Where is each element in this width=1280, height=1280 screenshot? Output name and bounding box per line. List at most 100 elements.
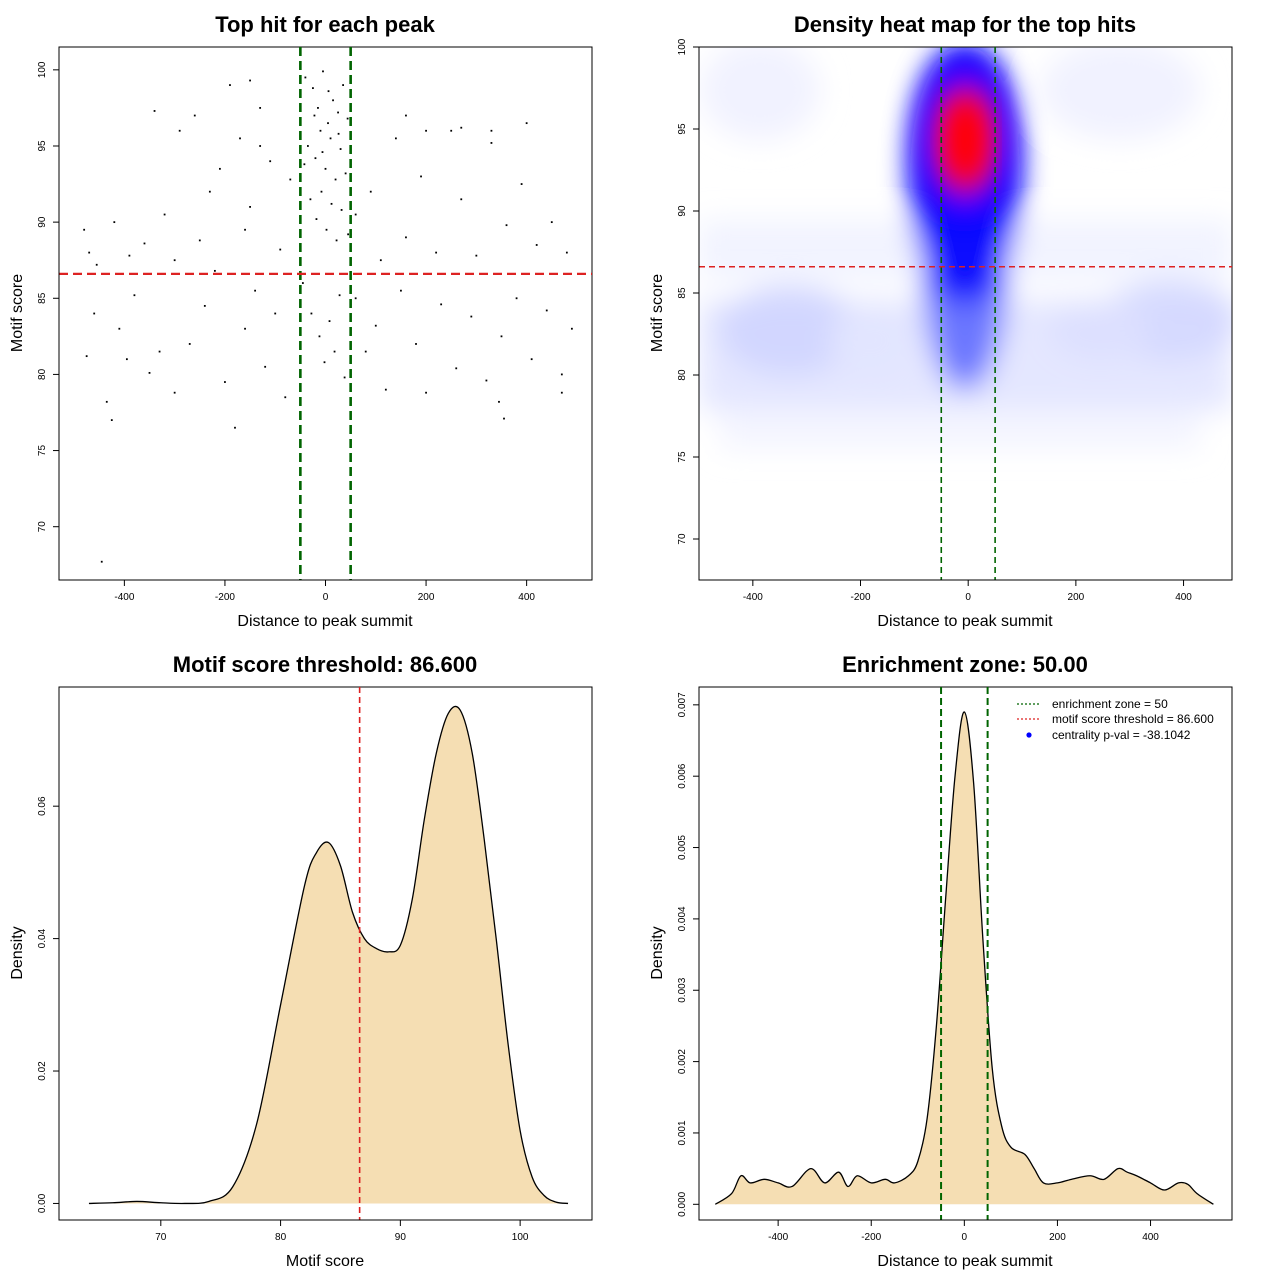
y-tick-label: 85 (677, 287, 688, 299)
scatter-point (100, 560, 103, 563)
scatter-point (335, 239, 338, 242)
scatter-point (425, 391, 427, 394)
scatter-point (530, 358, 533, 361)
scatter-point (319, 129, 322, 132)
scatter-point (320, 190, 323, 193)
scatter-point (322, 70, 324, 73)
scatter-point (400, 289, 402, 292)
scatter-point (384, 388, 387, 391)
scatter-point (327, 122, 329, 125)
legend-centrality-point (1026, 732, 1032, 738)
scatter-point (279, 248, 282, 251)
scatter-point (323, 361, 326, 364)
scatter-point (83, 228, 86, 231)
scatter-point (208, 190, 211, 193)
scatter-point (334, 178, 337, 181)
scatter-point (229, 84, 231, 86)
scatter-point (379, 259, 382, 262)
scatter-point (374, 324, 377, 327)
scatter-point (244, 327, 246, 330)
panel-scatter-title: Top hit for each peak (215, 12, 435, 37)
scatter-point (274, 312, 277, 315)
scatter-point (105, 400, 108, 403)
scatter-point (338, 294, 341, 297)
y-tick-label: 80 (677, 369, 688, 381)
scatter-point (259, 145, 262, 147)
scatter-point (560, 391, 563, 394)
panel-scatter-xlabel: Distance to peak summit (237, 613, 413, 630)
scatter-point (415, 343, 417, 345)
x-tick-label: 400 (518, 592, 535, 603)
y-tick-label: 0.007 (677, 692, 688, 717)
panel-heatmap-xlabel: Distance to peak summit (877, 613, 1053, 630)
scatter-point (420, 175, 422, 178)
y-tick-label: 70 (677, 533, 688, 545)
y-tick-label: 0.04 (37, 928, 48, 948)
scatter-point (333, 350, 336, 353)
panel-heatmap-title: Density heat map for the top hits (794, 12, 1136, 37)
scatter-point (249, 206, 251, 208)
scatter-point (289, 178, 292, 181)
scatter-point (128, 254, 131, 257)
y-tick-label: 95 (677, 123, 688, 135)
density-curve (714, 711, 1214, 1205)
scatter-point (203, 304, 206, 307)
x-tick-label: -200 (861, 1232, 881, 1243)
scatter-point (354, 213, 357, 216)
scatter-point (173, 391, 176, 394)
x-tick-label: 200 (418, 592, 435, 603)
scatter-point (309, 198, 312, 201)
y-tick-label: 0.005 (677, 835, 688, 860)
heatmap-density (699, 47, 1232, 580)
scatter-point (405, 236, 407, 239)
scatter-point (158, 350, 161, 353)
scatter-point (498, 400, 500, 403)
scatter-point (303, 163, 306, 166)
scatter-point (188, 343, 191, 345)
scatter-point (460, 126, 463, 129)
panel-heatmap-y-ticks: 70 75 80 85 90 95 100 (677, 38, 700, 545)
scatter-point (329, 137, 332, 140)
x-tick-label: -400 (768, 1232, 788, 1243)
scatter-point (425, 129, 427, 132)
scatter-point (450, 129, 453, 132)
panel-heatmap-ylabel: Motif score (649, 274, 666, 352)
scatter-point (545, 309, 548, 312)
scatter-point (304, 76, 307, 79)
scatter-point (520, 183, 523, 185)
scatter-point (224, 381, 226, 383)
scatter-point (284, 396, 287, 399)
scatter-point (550, 221, 553, 224)
panel-distance-density-x-ticks: -400 -200 0 200 400 (768, 1219, 1159, 1243)
y-tick-label: 75 (37, 445, 48, 457)
scatter-point (259, 107, 262, 109)
scatter-point (234, 426, 236, 429)
scatter-point (339, 148, 342, 150)
scatter-point (505, 224, 508, 227)
scatter-point (312, 87, 314, 90)
x-tick-label: 80 (275, 1232, 287, 1243)
scatter-point (475, 254, 478, 257)
panel-score-density-ylabel: Density (9, 926, 26, 979)
x-tick-label: 70 (155, 1232, 167, 1243)
x-tick-label: -200 (215, 592, 235, 603)
density-curve (88, 705, 569, 1205)
scatter-point (310, 312, 313, 315)
scatter-point (369, 190, 372, 193)
scatter-point (113, 221, 116, 224)
y-tick-label: 80 (37, 368, 48, 380)
scatter-point (435, 251, 438, 254)
x-tick-label: 0 (965, 592, 971, 603)
x-tick-label: 0 (962, 1232, 968, 1243)
panel-score-density-y-ticks: 0.00 0.02 0.04 0.06 (37, 796, 60, 1213)
panel-score-density-title: Motif score threshold: 86.600 (173, 652, 477, 677)
x-tick-label: -200 (851, 592, 871, 603)
y-tick-label: 0.001 (677, 1120, 688, 1145)
scatter-point (485, 379, 488, 382)
panel-distance-density-marks (714, 687, 1214, 1220)
y-tick-label: 75 (677, 451, 688, 463)
scatter-point (254, 289, 257, 292)
scatter-point (317, 107, 319, 109)
scatter-point (264, 365, 267, 368)
